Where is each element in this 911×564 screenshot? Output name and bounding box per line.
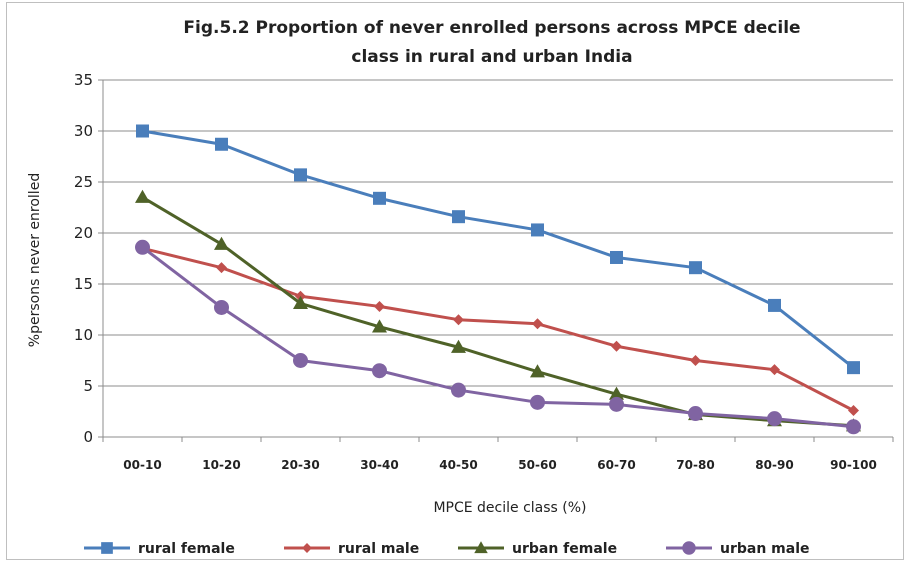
x-tick-label: 30-40 [360,458,398,472]
x-tick-label: 20-30 [281,458,319,472]
series-line-urban-female [141,196,854,428]
x-tick-label: 10-20 [202,458,240,472]
series-group [135,124,861,435]
x-tick-label: 40-50 [439,458,477,472]
data-point [531,223,544,237]
data-point [530,364,545,378]
x-tick-label: 60-70 [597,458,635,472]
y-tick-label: 15 [74,275,93,293]
y-tick-label: 10 [74,326,93,344]
legend-item-rural-male: rural male [284,541,419,557]
data-point [847,361,860,375]
series-urban-female [135,189,861,432]
axes [102,80,893,438]
y-tick-label: 20 [74,224,93,242]
data-point [682,541,696,555]
data-point [609,396,624,412]
legend: rural female rural male urban female urban … [84,541,810,557]
series-line-urban-male [141,246,854,429]
x-tick-label: 90-100 [830,458,877,472]
data-point [453,314,464,326]
data-point [690,355,701,366]
data-point [293,295,308,310]
chart-title-line-1: Fig.5.2 Proportion of never enrolled per… [183,18,800,38]
data-point [372,319,387,333]
data-point [214,236,229,250]
x-tick-label: 70-80 [676,458,714,472]
y-axis-ticks: 0 5 10 15 20 25 30 35 [74,71,103,446]
legend-label: rural female [138,541,235,557]
series-urban-male [135,239,861,435]
data-point [768,298,781,312]
x-axis-ticks: 00-10 10-20 20-30 30-40 40-50 50-60 60-70 70-80… [102,437,894,472]
data-point [610,250,623,264]
gridlines [103,79,893,387]
y-tick-label: 5 [83,377,93,395]
data-point [846,419,861,435]
legend-item-rural-female: rural female [84,541,235,557]
data-point [532,318,543,330]
series-line-rural-female [142,129,855,369]
data-point [452,210,465,224]
y-axis-label: %persons never enrolled [27,173,43,347]
series-line-rural-male [142,246,855,412]
data-point [530,394,545,410]
x-tick-label: 80-90 [755,458,793,472]
x-tick-label: 50-60 [518,458,556,472]
data-point [372,363,387,379]
series-rural-female [136,124,860,375]
legend-label: urban female [512,541,617,557]
data-point [769,364,780,376]
data-point [136,124,149,138]
x-tick-label: 00-10 [123,458,161,472]
y-tick-label: 35 [74,71,93,89]
data-point [474,541,488,554]
legend-label: urban male [720,541,810,557]
series-rural-male [137,242,859,416]
data-point [767,411,782,427]
chart-frame [6,2,904,560]
data-point [374,300,385,312]
data-point [611,340,622,352]
legend-label: rural male [338,541,419,557]
data-point [293,353,308,368]
y-tick-label: 0 [83,428,93,446]
legend-item-urban-female: urban female [458,541,617,557]
data-point [688,406,703,422]
x-axis-label: MPCE decile class (%) [433,500,586,516]
data-point [101,542,113,554]
data-point [609,386,624,400]
data-point [689,261,702,275]
data-point [135,239,150,255]
data-point [214,299,229,315]
data-point [451,382,466,398]
legend-item-urban-male: urban male [666,541,810,557]
y-tick-label: 30 [74,122,93,140]
data-point [373,191,386,205]
data-point [216,262,227,274]
data-point [215,137,228,151]
data-point [135,189,150,203]
y-tick-label: 25 [74,173,93,191]
data-point [451,339,466,353]
data-point [302,543,312,553]
chart-title-line-2: class in rural and urban India [351,47,632,67]
data-point [848,404,859,416]
data-point [294,168,307,182]
